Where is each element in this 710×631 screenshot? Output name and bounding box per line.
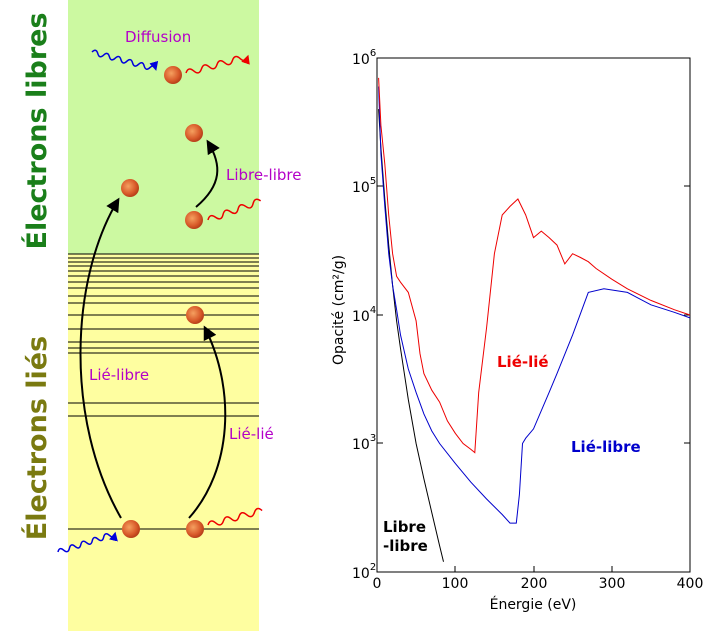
- series-line-li-li: [378, 77, 691, 454]
- bound-bound-arrow: [188, 325, 227, 519]
- y-tick-label: 103: [352, 433, 376, 453]
- free-free-arrow: [195, 139, 220, 208]
- y-axis-label: Opacité (cm²/g): [331, 255, 347, 365]
- electron-bound-bound-initial: [186, 520, 204, 538]
- y-tick-label: 102: [352, 562, 376, 582]
- x-tick-labels: 0 100 200 300 400: [373, 576, 704, 592]
- plot-frame: [376, 57, 691, 573]
- electron-scattering: [164, 66, 182, 84]
- x-tick-label: 200: [521, 576, 548, 592]
- y-tick-label: 105: [352, 176, 376, 196]
- x-ticks: [376, 566, 691, 572]
- x-tick-label: 300: [599, 576, 626, 592]
- outgoing-photon-scattering: [185, 54, 250, 74]
- scattering-label: Diffusion: [125, 28, 191, 46]
- energy-levels: [68, 253, 259, 530]
- electron-bound-bound-final: [186, 306, 204, 324]
- absorbed-photon-bound-free: [57, 531, 118, 553]
- free-electrons-label: Électrons libres: [21, 12, 53, 249]
- y-tick-label: 106: [352, 48, 376, 68]
- electron-free-free-final: [185, 124, 203, 142]
- x-axis-label: Énergie (eV): [490, 596, 577, 613]
- bound-free-label: Lié-libre: [89, 366, 149, 384]
- free-free-curve-label-line2: -libre: [383, 537, 428, 555]
- bound-electrons-label: Électrons liés: [21, 336, 53, 540]
- bound-electron-zone: [68, 254, 259, 631]
- free-free-curve-label-line1: Libre: [383, 518, 426, 536]
- bound-bound-label: Lié-lié: [229, 425, 274, 443]
- x-tick-label: 0: [373, 576, 382, 592]
- incoming-photon-scattering: [91, 49, 159, 71]
- electron-free-free-initial: [185, 211, 203, 229]
- absorbed-photon-bound-bound: [207, 507, 263, 526]
- series-line-li-libre: [378, 86, 691, 524]
- bound-bound-curve-label: Lié-lié: [497, 353, 549, 371]
- y-tick-labels: 102 103 104 105 106: [352, 48, 376, 582]
- electron-bound-free-final: [121, 179, 139, 197]
- opacity-chart: 0 100 200 300 400 102 103 104 105 106 Én…: [331, 48, 703, 613]
- free-free-label: Libre-libre: [226, 166, 301, 184]
- free-electron-zone: [68, 0, 259, 254]
- y-tick-label: 104: [352, 305, 376, 325]
- bound-free-curve-label: Lié-libre: [571, 438, 641, 456]
- series-line-libre-libre: [378, 109, 444, 562]
- electron-bound-free-initial: [122, 520, 140, 538]
- absorbed-photon-free-free: [207, 198, 262, 221]
- series-layer: [378, 77, 691, 562]
- x-tick-label: 400: [677, 576, 704, 592]
- x-tick-label: 100: [442, 576, 469, 592]
- bound-free-arrow: [79, 197, 122, 519]
- energy-level-diagram: Électrons libres Électrons liés: [21, 0, 301, 631]
- y-ticks: [377, 57, 690, 573]
